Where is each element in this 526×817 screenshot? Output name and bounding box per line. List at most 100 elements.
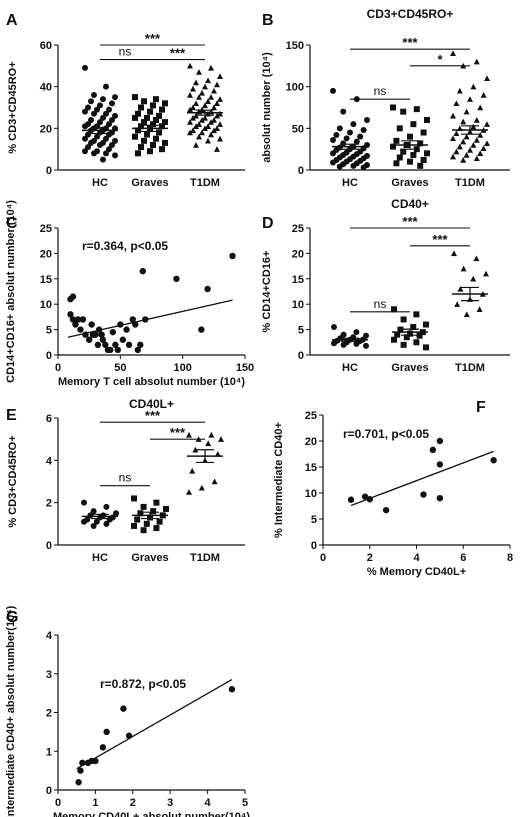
data-point xyxy=(109,100,115,107)
data-point xyxy=(187,92,193,98)
data-point xyxy=(360,127,367,133)
data-point xyxy=(193,142,199,148)
data-point xyxy=(477,150,484,157)
data-point xyxy=(420,491,427,498)
significance-label: ns xyxy=(119,45,132,59)
data-point xyxy=(150,508,157,515)
significance-label: ns xyxy=(374,297,387,311)
data-point xyxy=(205,137,211,144)
data-point xyxy=(81,518,87,525)
y-tick-label: 0 xyxy=(46,785,52,797)
significance-label: * xyxy=(437,52,443,67)
data-point xyxy=(460,265,467,272)
data-point xyxy=(470,275,477,282)
data-point xyxy=(473,137,480,143)
data-point xyxy=(187,129,193,136)
data-point xyxy=(336,163,343,170)
data-point xyxy=(484,140,490,147)
data-point xyxy=(330,137,336,143)
data-point xyxy=(90,522,97,529)
panel-label: B xyxy=(262,12,274,29)
data-point xyxy=(340,140,347,147)
x-category-label: HC xyxy=(92,552,108,564)
data-point xyxy=(333,132,340,138)
data-point xyxy=(103,150,109,157)
y-tick-label: 10 xyxy=(305,488,317,500)
data-point xyxy=(112,137,118,144)
data-point xyxy=(196,121,202,127)
data-point xyxy=(204,285,211,293)
data-point xyxy=(135,150,141,157)
data-point xyxy=(144,114,150,121)
data-point xyxy=(190,85,196,92)
data-point xyxy=(424,117,430,123)
x-axis-label: Memory T cell absolut number (10⁴) xyxy=(58,376,245,388)
data-point xyxy=(477,132,484,138)
data-point xyxy=(217,121,223,127)
data-point xyxy=(490,457,497,464)
data-point xyxy=(470,83,477,90)
data-point xyxy=(217,96,223,102)
data-point xyxy=(470,142,477,148)
data-point xyxy=(413,311,420,318)
data-point xyxy=(214,100,220,107)
series-hc xyxy=(81,499,119,529)
data-point xyxy=(91,110,97,117)
data-point xyxy=(139,267,146,275)
data-point xyxy=(420,129,427,136)
data-point xyxy=(436,461,444,468)
y-tick-label: 4 xyxy=(46,630,53,642)
panel-label: E xyxy=(6,407,17,424)
significance-label: *** xyxy=(170,425,186,440)
data-point xyxy=(187,106,193,113)
data-point xyxy=(473,117,480,123)
data-point xyxy=(477,104,484,111)
data-point xyxy=(150,142,156,148)
data-point xyxy=(436,495,444,502)
data-point xyxy=(450,50,456,57)
data-point xyxy=(135,127,141,134)
data-point xyxy=(484,121,490,127)
data-point xyxy=(394,331,401,338)
data-point xyxy=(100,96,106,103)
data-point xyxy=(382,506,390,514)
data-point xyxy=(393,160,400,167)
data-point xyxy=(193,79,199,86)
data-point xyxy=(330,150,336,157)
data-point xyxy=(192,446,199,453)
correlation-annotation: r=0.872, p<0.05 xyxy=(100,677,186,691)
y-tick-label: 0 xyxy=(46,165,52,177)
data-point xyxy=(208,131,214,138)
x-category-label: T1DM xyxy=(190,552,220,564)
data-point xyxy=(340,108,347,115)
data-point xyxy=(135,110,141,117)
series-t1dm xyxy=(186,431,224,495)
data-point xyxy=(473,155,480,162)
data-point xyxy=(407,158,413,165)
data-point xyxy=(94,341,102,349)
data-point xyxy=(134,516,141,523)
data-point xyxy=(103,83,109,90)
data-point xyxy=(82,148,88,155)
data-point xyxy=(214,112,220,119)
data-point xyxy=(82,135,88,142)
data-point xyxy=(364,117,370,123)
data-point xyxy=(410,152,417,158)
data-point xyxy=(470,123,477,130)
data-point xyxy=(91,92,97,98)
data-point xyxy=(416,332,423,339)
data-point xyxy=(208,64,214,71)
data-point xyxy=(217,135,223,142)
data-point xyxy=(69,316,77,323)
data-point xyxy=(144,131,150,138)
x-tick-label: 100 xyxy=(173,362,191,374)
y-axis-label: % CD3+CD45RO+ xyxy=(7,435,19,527)
data-point xyxy=(82,108,88,115)
y-tick-label: 6 xyxy=(46,413,52,425)
data-point xyxy=(123,326,130,333)
scatter-points xyxy=(75,686,236,786)
data-point xyxy=(106,121,112,128)
series-hc xyxy=(82,64,118,163)
data-point xyxy=(107,346,114,354)
data-point xyxy=(173,275,180,282)
